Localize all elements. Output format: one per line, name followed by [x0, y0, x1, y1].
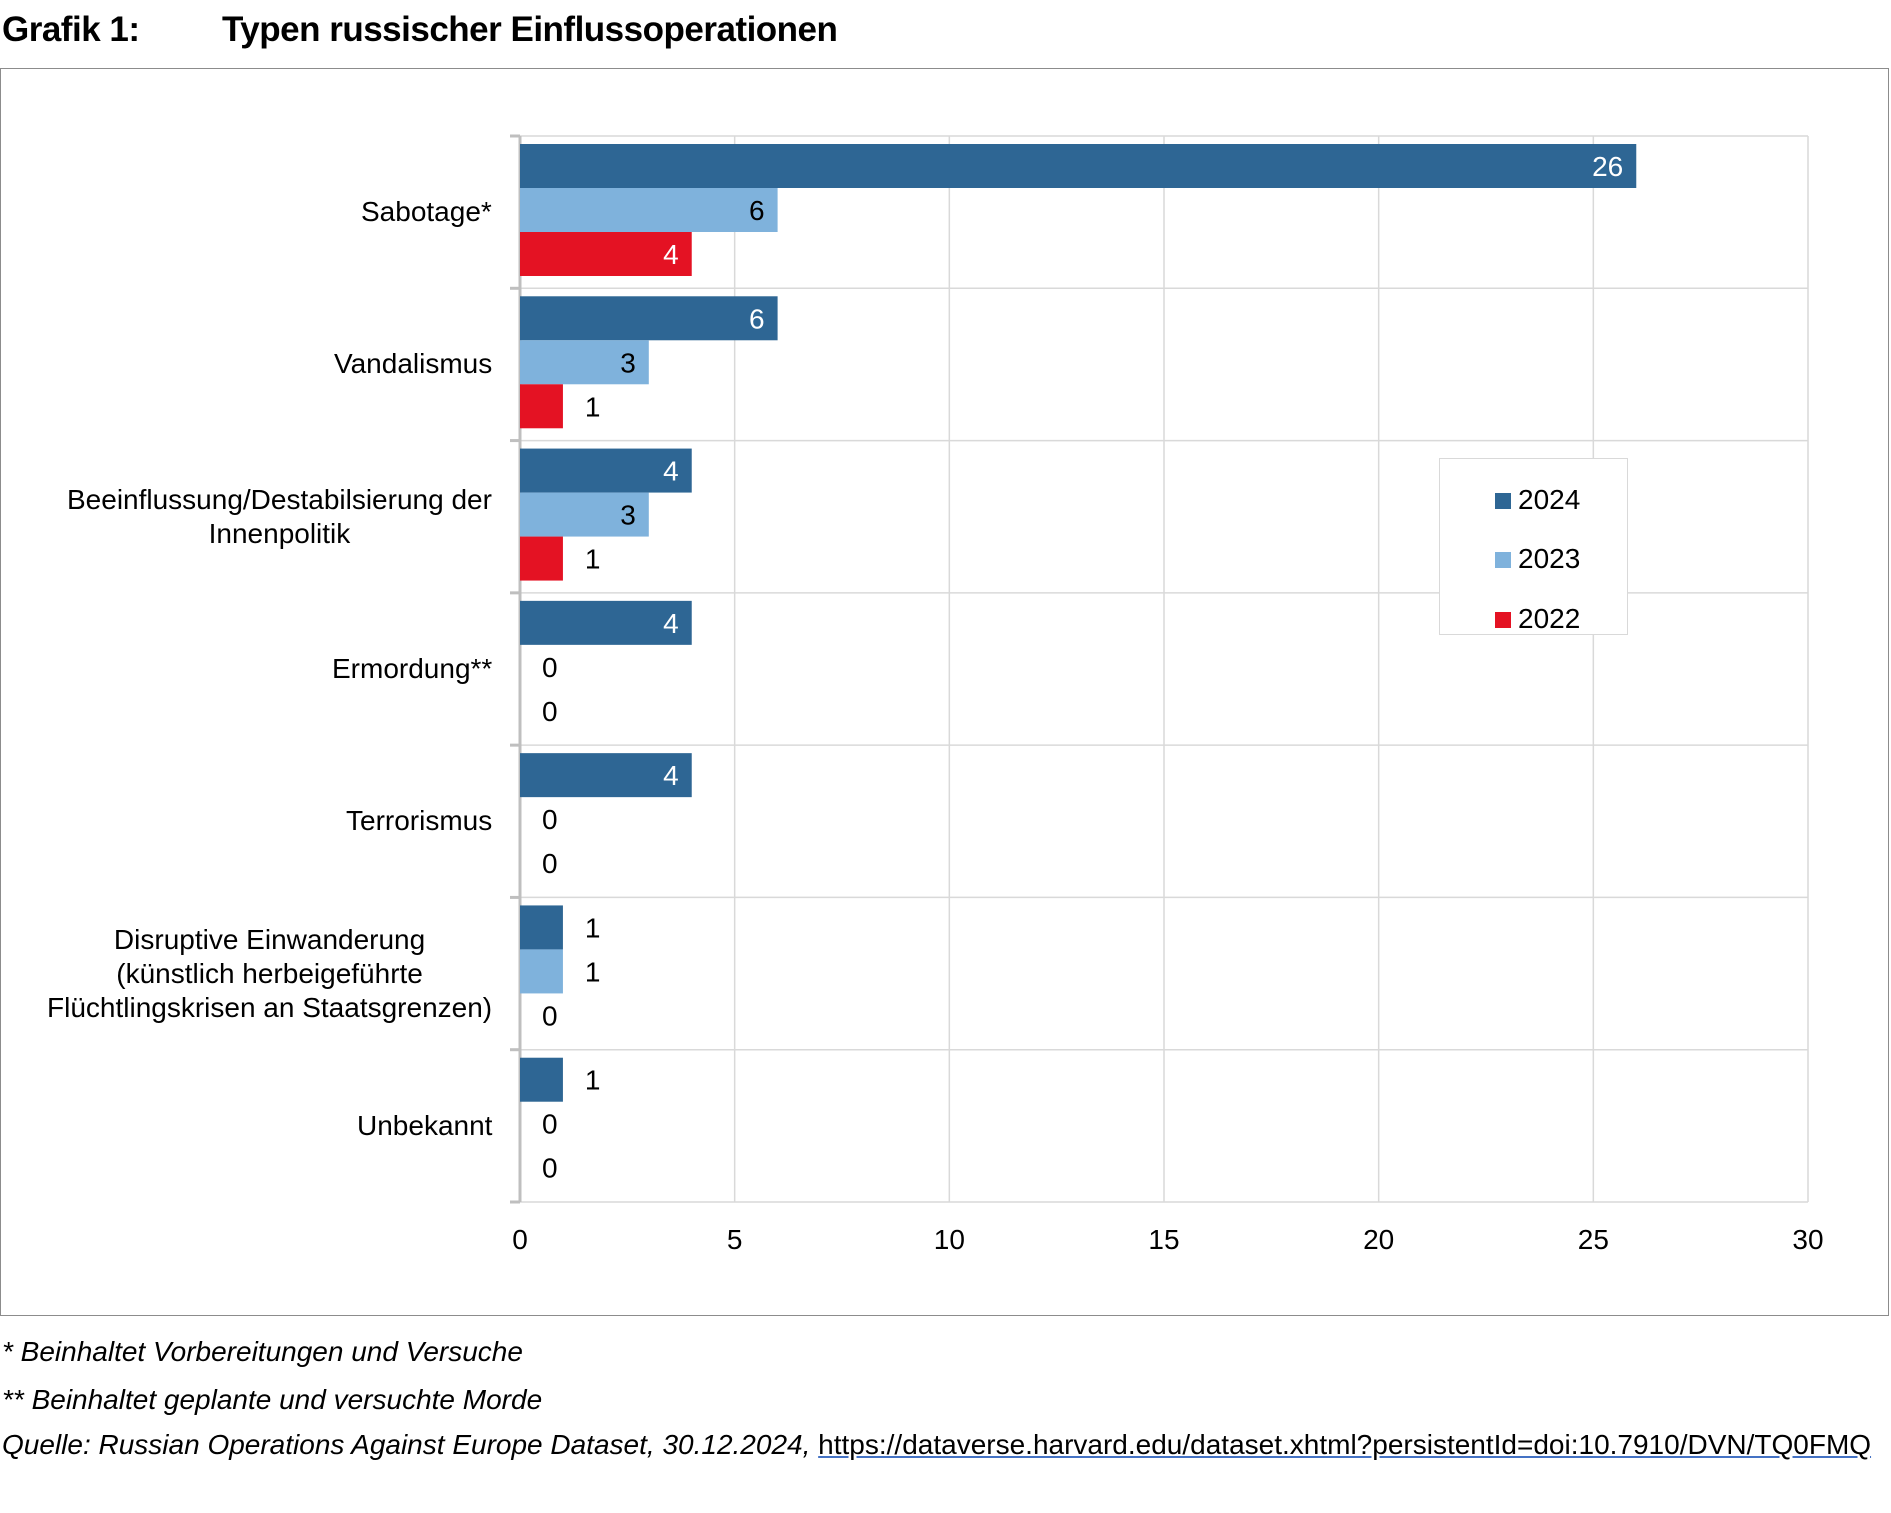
category-label-line: Beeinflussung/Destabilsierung der	[67, 483, 492, 515]
bar-2023-5	[520, 949, 563, 994]
footnote-sabotage: * Beinhaltet Vorbereitungen und Versuche	[2, 1336, 523, 1367]
data-label-2022-4: 0	[542, 848, 558, 879]
category-label: Terrorismus	[346, 804, 492, 838]
x-tick-label-10: 10	[934, 1224, 965, 1255]
bar-2022-1	[520, 384, 563, 429]
category-label: Ermordung**	[332, 652, 492, 686]
bar-2024-1	[520, 296, 778, 341]
category-label-line: Unbekannt	[357, 1109, 493, 1141]
source-date: , 30.12.2024,	[646, 1429, 819, 1460]
chart-legend: 2024 2023 2022	[1439, 458, 1628, 635]
legend-label-2022: 2022	[1518, 603, 1581, 634]
bar-2022-0	[520, 232, 692, 276]
source-dataset: Russian Operations Against Europe Datase…	[98, 1429, 647, 1460]
bar-2022-2	[520, 536, 563, 581]
data-label-2022-2: 1	[585, 544, 601, 575]
bar-2024-6	[520, 1057, 563, 1102]
x-tick-label-0: 0	[512, 1224, 528, 1255]
legend-label-2023: 2023	[1518, 543, 1581, 574]
bar-chart: 0 5 10 15 20 25 30 26 6 4 6 3 1 4 3 1 4 0 0 4 0 0 1 1 0 1 0 0 Sabot…	[0, 68, 1891, 1318]
figure-heading: Typen russischer Einflussoperationen	[222, 10, 838, 49]
x-tick-label-30: 30	[1792, 1224, 1823, 1255]
data-label-2023-3: 0	[542, 652, 558, 683]
category-label: Unbekannt	[357, 1109, 492, 1143]
category-label-line: Vandalismus	[334, 348, 493, 380]
x-tick-label-15: 15	[1148, 1224, 1179, 1255]
bar-2023-1	[520, 340, 649, 385]
bar-2024-4	[520, 753, 692, 798]
data-label-2024-3: 4	[663, 608, 679, 639]
category-label-line: Disruptive Einwanderung	[113, 923, 426, 955]
x-tick-label-25: 25	[1578, 1224, 1609, 1255]
category-label-line: Ermordung**	[332, 653, 493, 684]
data-label-2024-5: 1	[585, 912, 601, 943]
data-label-2022-5: 0	[542, 1000, 558, 1031]
x-tick-label-20: 20	[1363, 1224, 1394, 1255]
source-prefix: Quelle:	[2, 1429, 91, 1460]
legend-label-2024: 2024	[1518, 484, 1581, 515]
category-label: Disruptive Einwanderung (künstlich herbei…	[47, 923, 492, 1025]
data-label-2024-1: 6	[749, 303, 765, 334]
data-label-2023-1: 3	[620, 347, 636, 378]
data-label-2023-6: 0	[542, 1109, 558, 1140]
data-label-2024-2: 4	[663, 456, 679, 487]
source-link[interactable]: https://dataverse.harvard.edu/dataset.xh…	[818, 1429, 1872, 1460]
figure-label: Grafik 1:	[2, 10, 140, 49]
data-label-2022-6: 0	[542, 1153, 558, 1184]
category-label: Vandalismus	[334, 347, 492, 381]
bar-2024-5	[520, 905, 563, 950]
data-label-2022-1: 1	[585, 391, 601, 422]
data-label-2023-4: 0	[542, 804, 558, 835]
category-label: Beeinflussung/Destabilsierung der Innenpo…	[67, 483, 492, 551]
footnote-ermordung: ** Beinhaltet geplante und versuchte Mor…	[2, 1384, 543, 1415]
bar-2024-2	[520, 448, 692, 493]
category-label-line: Innenpolitik	[208, 517, 351, 549]
data-label-2024-0: 26	[1592, 151, 1623, 182]
legend-swatch-2022	[1495, 612, 1511, 628]
category-label: Sabotage*	[361, 195, 492, 229]
category-label-line: Terrorismus	[346, 805, 493, 837]
category-label-line: (künstlich herbeigeführte	[116, 957, 423, 989]
category-label-line: Sabotage*	[361, 196, 492, 228]
data-label-2022-0: 4	[663, 239, 679, 270]
category-label-line: Flüchtlingskrisen an Staatsgrenzen)	[47, 991, 493, 1023]
bar-2023-0	[520, 188, 778, 232]
x-tick-label-5: 5	[727, 1224, 743, 1255]
bar-2023-2	[520, 492, 649, 537]
bar-2024-0	[520, 144, 1637, 188]
source-note: Quelle: Russian Operations Against Europ…	[2, 1427, 1887, 1463]
legend-swatch-2023	[1495, 552, 1511, 568]
data-label-2023-0: 6	[749, 195, 765, 226]
data-label-2022-3: 0	[542, 696, 558, 727]
data-label-2024-6: 1	[585, 1065, 601, 1096]
data-label-2023-2: 3	[620, 500, 636, 531]
legend-swatch-2024	[1495, 493, 1511, 509]
data-label-2024-4: 4	[663, 760, 679, 791]
chart-frame	[0, 68, 1889, 1316]
data-label-2023-5: 1	[585, 956, 601, 987]
bar-2024-3	[520, 600, 692, 645]
